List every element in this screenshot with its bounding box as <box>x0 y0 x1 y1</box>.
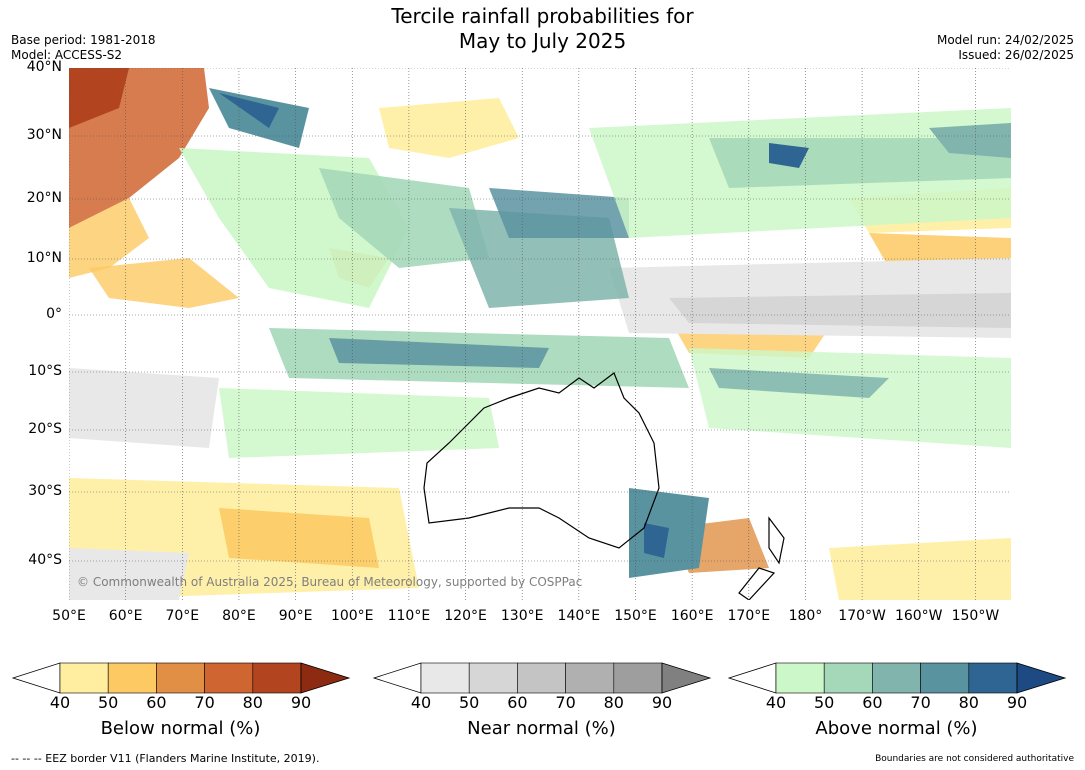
model-name: Model: ACCESS-S2 <box>11 48 123 62</box>
longitude-label: 60°E <box>108 608 143 624</box>
longitude-label: 170°E <box>727 608 771 624</box>
colorbar-upper-extend <box>1016 662 1067 694</box>
colorbar-tick-label: 80 <box>958 693 979 712</box>
colorbar-segment <box>920 662 970 694</box>
colorbar-segment <box>775 662 825 694</box>
title-line-1: Tercile rainfall probabilities for <box>391 4 694 28</box>
colorbar-tick-label: 90 <box>1006 693 1028 712</box>
colorbar-segment <box>420 662 470 694</box>
colorbar-caption: Above normal (%) <box>815 718 978 739</box>
australia-coastline <box>423 372 660 549</box>
model-info: Base period: 1981-2018 Model: ACCESS-S2 <box>11 33 156 63</box>
longitude-label: 50°E <box>52 608 86 624</box>
longitude-label: 70°E <box>165 608 200 624</box>
colorbar-near <box>373 662 712 694</box>
latitude-label: 20°S <box>28 421 62 437</box>
colorbar-tick-label: 60 <box>146 693 167 712</box>
longitude-label: 160°E <box>670 608 714 624</box>
colorbar-segment <box>156 662 205 694</box>
new-zealand-coastline <box>738 516 785 600</box>
longitude-label: 150°E <box>614 608 657 624</box>
map-title: Tercile rainfall probabilities for May t… <box>0 4 1085 54</box>
colorbar-tick-label: 60 <box>507 693 528 712</box>
colorbar-segment <box>204 662 254 694</box>
colorbar-tick-label: 70 <box>194 693 215 712</box>
colorbar-tick-label: 40 <box>765 693 787 712</box>
colorbar-lower-extend <box>12 662 61 694</box>
longitude-label: 150°W <box>951 608 1000 624</box>
colorbar-lower-extend <box>373 662 422 694</box>
longitude-label: 130°E <box>500 608 544 624</box>
colorbar-segment <box>59 662 109 694</box>
longitude-label: 90°E <box>278 608 313 624</box>
colorbar-upper-extend <box>300 662 351 694</box>
latitude-label: 10°N <box>26 250 62 266</box>
colorbar-tick-label: 70 <box>910 693 931 712</box>
probability-shading <box>69 68 1011 600</box>
longitude-label: 80°E <box>222 608 256 624</box>
colorbar-segment <box>252 662 302 694</box>
latitude-label: 20°N <box>26 190 62 206</box>
title-line-2: May to July 2025 <box>458 29 627 53</box>
colorbar-segment <box>823 662 873 694</box>
latitude-label: 40°S <box>28 552 62 568</box>
latitude-label: 10°S <box>28 363 62 379</box>
graticule <box>69 68 1011 600</box>
issued-date: Issued: 26/02/2025 <box>958 48 1074 62</box>
colorbar-lower-extend <box>728 662 777 694</box>
longitude-label: 180° <box>788 608 823 624</box>
colorbar-tick-label: 50 <box>98 693 119 712</box>
colorbar-tick-label: 50 <box>814 693 835 712</box>
colorbar-upper-extend <box>661 662 712 694</box>
colorbar-tick-label: 80 <box>603 693 624 712</box>
rainfall-probability-map: © Commonwealth of Australia 2025, Bureau… <box>69 68 1011 600</box>
longitude-label: 140°E <box>557 608 601 624</box>
copyright-notice: © Commonwealth of Australia 2025, Bureau… <box>77 575 582 589</box>
colorbar-tick-label: 50 <box>459 693 480 712</box>
longitude-label: 110°E <box>387 608 431 624</box>
latitude-label: 0° <box>46 306 62 322</box>
colorbar-segment <box>107 662 157 694</box>
colorbar-caption: Below normal (%) <box>100 718 261 739</box>
colorbar-tick-label: 40 <box>410 693 432 712</box>
colorbar-segment <box>565 662 615 694</box>
model-run-date: Model run: 24/02/2025 <box>936 33 1074 47</box>
colorbar-segment <box>517 662 566 694</box>
latitude-label: 30°N <box>26 127 62 143</box>
colorbar-segment <box>872 662 921 694</box>
latitude-label: 30°S <box>28 483 62 499</box>
colorbar-caption: Near normal (%) <box>467 718 616 739</box>
longitude-label: 120°E <box>444 608 487 624</box>
colorbar-segment <box>468 662 518 694</box>
boundary-disclaimer: Boundaries are not considered authoritat… <box>875 754 1074 764</box>
longitude-label: 160°W <box>894 608 943 624</box>
colorbar-tick-label: 70 <box>555 693 576 712</box>
longitude-label: 170°W <box>838 608 886 624</box>
colorbar-tick-label: 90 <box>290 693 312 712</box>
colorbar-segment <box>613 662 663 694</box>
run-info: Model run: 24/02/2025 Issued: 26/02/2025 <box>937 33 1074 63</box>
colorbar-segment <box>968 662 1018 694</box>
colorbar-tick-label: 40 <box>49 693 71 712</box>
latitude-label: 40°N <box>26 59 62 75</box>
colorbar-above <box>728 662 1067 694</box>
colorbar-tick-label: 80 <box>242 693 263 712</box>
longitude-label: 100°E <box>330 608 374 624</box>
eez-footnote: -- -- -- EEZ border V11 (Flanders Marine… <box>11 752 320 765</box>
colorbar-tick-label: 60 <box>862 693 883 712</box>
colorbar-below <box>12 662 351 694</box>
base-period: Base period: 1981-2018 <box>11 33 156 47</box>
colorbar-tick-label: 90 <box>651 693 673 712</box>
